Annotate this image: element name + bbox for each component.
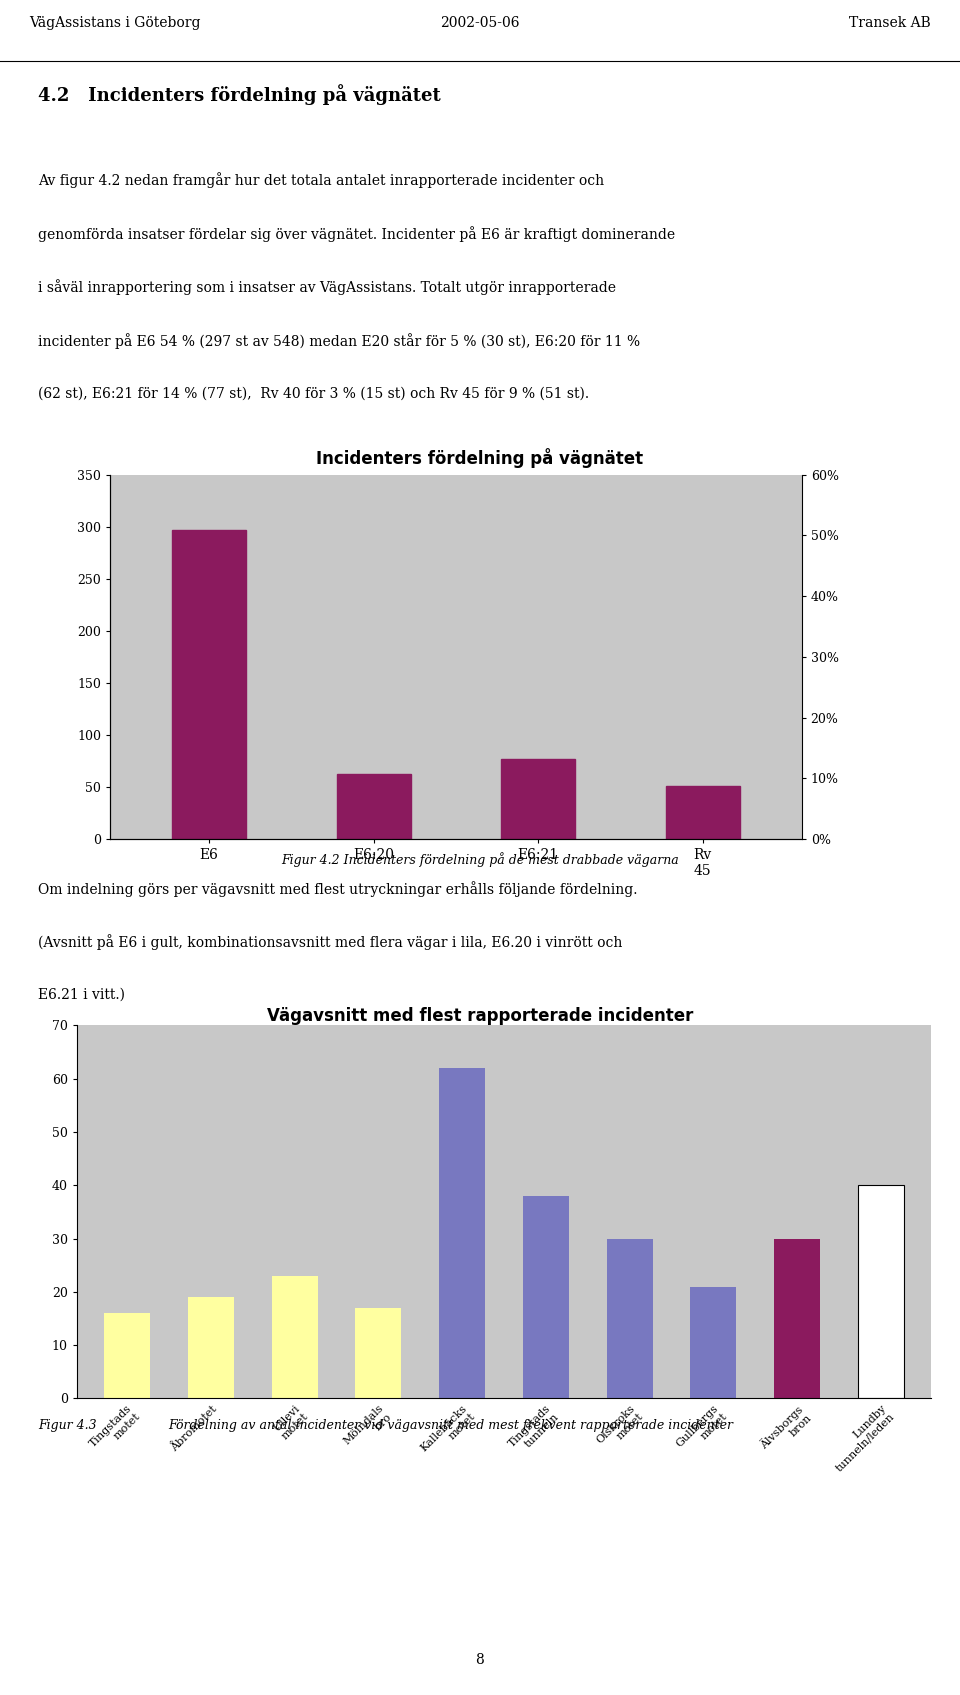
Bar (666, 786, 740, 839)
Text: (Avsnitt på E6 i gult, kombinationsavsnitt med flera vägar i lila, E6.20 i vinrö: (Avsnitt på E6 i gult, kombinationsavsni… (38, 934, 623, 951)
Text: Fördelning av antal incidenter vid vägavsnitt med mest frekvent rapporterade inc: Fördelning av antal incidenter vid vägav… (168, 1419, 733, 1432)
Bar (172, 531, 246, 839)
Text: Om indelning görs per vägavsnitt med flest utryckningar erhålls följande fördeln: Om indelning görs per vägavsnitt med fle… (38, 881, 637, 897)
Bar (690, 1287, 736, 1398)
Text: incidenter på E6 54 % (297 st av 548) medan E20 står för 5 % (30 st), E6:20 för : incidenter på E6 54 % (297 st av 548) me… (38, 334, 640, 349)
Text: i såväl inrapportering som i insatser av VägAssistans. Totalt utgör inrapportera: i såväl inrapportering som i insatser av… (38, 280, 616, 295)
Bar (774, 1239, 820, 1398)
Text: Av figur 4.2 nedan framgår hur det totala antalet inrapporterade incidenter och: Av figur 4.2 nedan framgår hur det total… (38, 171, 605, 188)
Bar (858, 1185, 904, 1398)
Bar (355, 1309, 401, 1398)
Bar (104, 1314, 150, 1398)
Bar (439, 1068, 485, 1398)
Text: 2002-05-06: 2002-05-06 (441, 15, 519, 29)
Bar (607, 1239, 653, 1398)
Text: Vägavsnitt med flest rapporterade incidenter: Vägavsnitt med flest rapporterade incide… (267, 1007, 693, 1025)
Text: E6.21 i vitt.): E6.21 i vitt.) (38, 988, 126, 1002)
Text: Figur 4.3: Figur 4.3 (38, 1419, 97, 1432)
Bar (337, 775, 411, 839)
Bar (523, 1197, 569, 1398)
Bar (188, 1297, 234, 1398)
Text: 8: 8 (475, 1654, 485, 1668)
Text: VägAssistans i Göteborg: VägAssistans i Göteborg (29, 15, 201, 29)
Bar (501, 759, 575, 839)
Text: genomförda insatser fördelar sig över vägnätet. Incidenter på E6 är kraftigt dom: genomförda insatser fördelar sig över vä… (38, 225, 676, 241)
Text: Transek AB: Transek AB (850, 15, 931, 29)
Text: Incidenters fördelning på vägnätet: Incidenters fördelning på vägnätet (317, 447, 643, 468)
Text: (62 st), E6:21 för 14 % (77 st),  Rv 40 för 3 % (15 st) och Rv 45 för 9 % (51 st: (62 st), E6:21 för 14 % (77 st), Rv 40 f… (38, 386, 589, 402)
Text: Figur 4.2 Incidenters fördelning på de mest drabbade vägarna: Figur 4.2 Incidenters fördelning på de m… (281, 853, 679, 868)
Text: 4.2   Incidenters fördelning på vägnätet: 4.2 Incidenters fördelning på vägnätet (38, 85, 442, 105)
Bar (272, 1276, 318, 1398)
